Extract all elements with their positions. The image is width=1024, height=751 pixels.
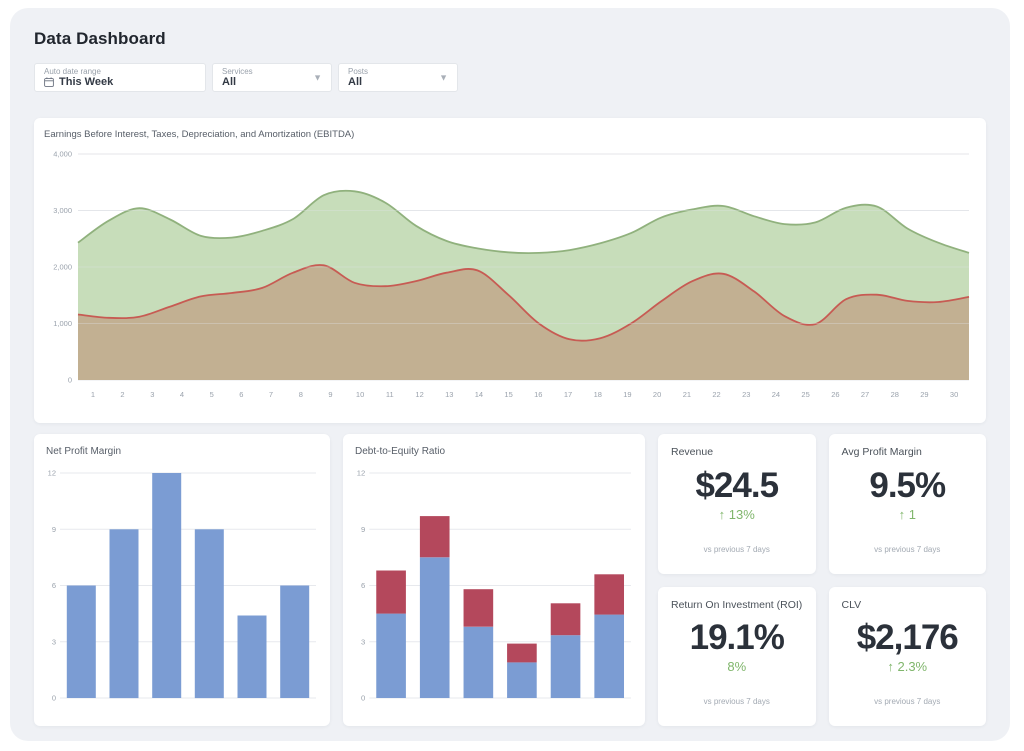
net-profit-margin-card: Net Profit Margin 0 3 6 9 12 — [34, 434, 330, 726]
avg-profit-margin-kpi-title: Avg Profit Margin — [841, 446, 922, 458]
revenue-kpi-value: $24.5 — [695, 465, 779, 505]
svg-text:14: 14 — [475, 390, 483, 399]
clv-kpi-value: $2,176 — [856, 618, 959, 658]
clv-kpi-title: CLV — [841, 598, 862, 611]
roi-kpi-note: vs previous 7 days — [703, 697, 770, 706]
svg-text:1: 1 — [91, 390, 95, 399]
date-range-value: This Week — [59, 76, 114, 89]
svg-text:9: 9 — [328, 390, 332, 399]
svg-text:5: 5 — [210, 390, 214, 399]
svg-text:4,000: 4,000 — [53, 150, 72, 159]
posts-label: Posts — [348, 67, 369, 76]
posts-value: All — [348, 76, 363, 89]
svg-text:3: 3 — [52, 637, 56, 646]
svg-text:8: 8 — [299, 390, 303, 399]
svg-text:6: 6 — [361, 581, 365, 590]
bottom-grid: Net Profit Margin 0 3 6 9 12 Debt-to-Equity … — [34, 434, 986, 726]
svg-text:24: 24 — [772, 390, 780, 399]
filter-bar: Auto date range This Week Services All ▼… — [34, 63, 986, 92]
clv-kpi-note: vs previous 7 days — [874, 697, 941, 706]
debt-to-equity-card: Debt-to-Equity Ratio 0 3 6 9 12 — [343, 434, 645, 726]
avg-profit-margin-kpi-note: vs previous 7 days — [874, 544, 941, 554]
services-value: All — [222, 76, 237, 89]
svg-text:12: 12 — [415, 390, 423, 399]
avg-profit-margin-kpi-delta: ↑ 1 — [898, 506, 916, 522]
svg-text:3,000: 3,000 — [53, 206, 72, 215]
svg-text:3: 3 — [361, 637, 365, 646]
revenue-kpi-card: Revenue $24.5 ↑ 13% vs previous 7 days — [658, 434, 816, 574]
services-filter[interactable]: Services All ▼ — [212, 63, 332, 92]
svg-text:22: 22 — [712, 390, 720, 399]
revenue-kpi-title: Revenue — [671, 446, 714, 458]
svg-text:10: 10 — [356, 390, 364, 399]
ebitda-chart-title: Earnings Before Interest, Taxes, Depreci… — [44, 129, 355, 140]
svg-text:9: 9 — [52, 525, 56, 534]
svg-text:7: 7 — [269, 390, 273, 399]
dashboard-panel: Data Dashboard Auto date range This Week… — [10, 8, 1010, 741]
chevron-down-icon: ▼ — [313, 71, 322, 82]
roi-kpi-value: 19.1% — [689, 618, 785, 658]
svg-text:29: 29 — [920, 390, 928, 399]
svg-text:12: 12 — [48, 469, 56, 478]
svg-text:0: 0 — [361, 694, 365, 703]
avg-profit-margin-kpi-value: 9.5% — [869, 465, 946, 505]
svg-text:30: 30 — [950, 390, 958, 399]
net-profit-margin-title: Net Profit Margin — [46, 446, 122, 457]
svg-text:0: 0 — [52, 694, 56, 703]
svg-text:28: 28 — [891, 390, 899, 399]
svg-text:6: 6 — [52, 581, 56, 590]
kpi-column-left: Revenue $24.5 ↑ 13% vs previous 7 days R… — [658, 434, 816, 726]
roi-kpi-title: Return On Investment (ROI) — [671, 598, 803, 611]
revenue-kpi-note: vs previous 7 days — [703, 544, 770, 554]
svg-text:15: 15 — [504, 390, 512, 399]
debt-to-equity-title: Debt-to-Equity Ratio — [355, 446, 446, 457]
svg-text:27: 27 — [861, 390, 869, 399]
roi-kpi-card: Return On Investment (ROI) 19.1% 8% vs p… — [658, 586, 816, 726]
svg-text:17: 17 — [564, 390, 572, 399]
page-title: Data Dashboard — [34, 29, 166, 48]
debt-to-equity-bar-chart: 0 3 6 9 12 — [357, 469, 631, 703]
svg-text:21: 21 — [683, 390, 691, 399]
revenue-kpi-delta: ↑ 13% — [718, 506, 755, 522]
svg-text:2,000: 2,000 — [53, 263, 72, 272]
date-range-label: Auto date range — [44, 67, 101, 76]
svg-text:13: 13 — [445, 390, 453, 399]
chevron-down-icon: ▼ — [439, 71, 448, 82]
date-range-filter[interactable]: Auto date range This Week — [34, 63, 206, 92]
svg-text:0: 0 — [68, 376, 72, 385]
svg-text:12: 12 — [357, 469, 366, 478]
svg-text:1,000: 1,000 — [53, 319, 72, 328]
services-label: Services — [222, 67, 253, 76]
ebitda-chart-card: Earnings Before Interest, Taxes, Depreci… — [34, 118, 986, 423]
svg-text:9: 9 — [361, 525, 365, 534]
svg-text:11: 11 — [386, 390, 394, 399]
clv-kpi-delta: ↑ 2.3% — [887, 659, 928, 675]
svg-text:4: 4 — [180, 390, 184, 399]
avg-profit-margin-kpi-card: Avg Profit Margin 9.5% ↑ 1 vs previous 7… — [828, 434, 986, 574]
roi-kpi-delta: 8% — [727, 659, 747, 675]
clv-kpi-card: CLV $2,176 ↑ 2.3% vs previous 7 days — [828, 586, 986, 726]
svg-text:16: 16 — [534, 390, 542, 399]
svg-text:23: 23 — [742, 390, 750, 399]
svg-text:19: 19 — [623, 390, 631, 399]
svg-text:26: 26 — [831, 390, 839, 399]
posts-filter[interactable]: Posts All ▼ — [338, 63, 458, 92]
svg-text:20: 20 — [653, 390, 661, 399]
svg-text:2: 2 — [120, 390, 124, 399]
kpi-column-right: Avg Profit Margin 9.5% ↑ 1 vs previous 7… — [828, 434, 986, 726]
svg-text:6: 6 — [239, 390, 243, 399]
net-profit-margin-bar-chart: 0 3 6 9 12 — [48, 469, 316, 703]
svg-text:18: 18 — [594, 390, 602, 399]
svg-text:25: 25 — [801, 390, 809, 399]
calendar-icon — [44, 77, 54, 88]
svg-text:3: 3 — [150, 390, 154, 399]
